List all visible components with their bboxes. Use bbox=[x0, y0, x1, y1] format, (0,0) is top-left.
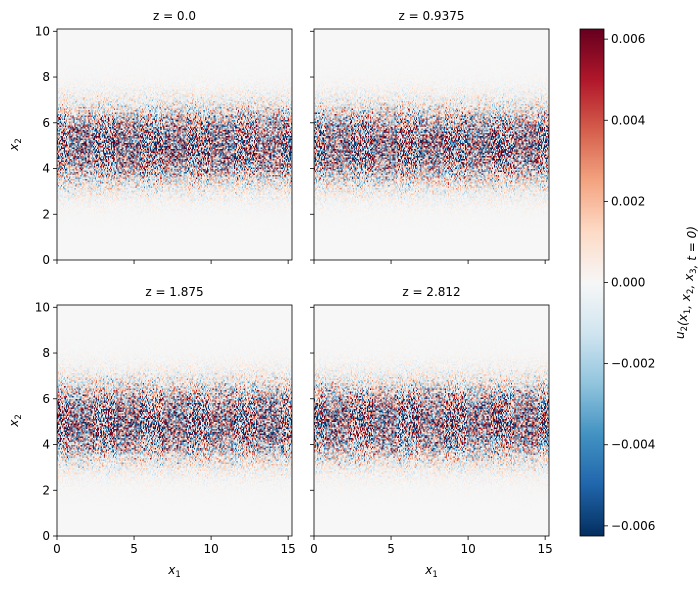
x-tick-label: 5 bbox=[130, 542, 138, 556]
colorbar-tick-label: −0.004 bbox=[611, 438, 655, 452]
heatmap-image bbox=[57, 29, 292, 260]
x-tick-label: 15 bbox=[538, 542, 553, 556]
colorbar-tick-label: 0.002 bbox=[611, 194, 645, 208]
axes-frame bbox=[56, 28, 293, 261]
colorbar-gradient bbox=[580, 29, 604, 536]
y-tick-label: 4 bbox=[42, 162, 50, 176]
colorbar-tick-label: −0.006 bbox=[611, 519, 655, 533]
colorbar-label: u2(x1, x2, x3, t = 0) bbox=[673, 226, 698, 339]
y-tick-label: 6 bbox=[42, 392, 50, 406]
y-tick-label: 4 bbox=[42, 438, 50, 452]
y-tick-label: 6 bbox=[42, 116, 50, 130]
subplot-4: z = 2.812 0 5 10 15 x1 bbox=[310, 285, 553, 580]
colorbar-tick-label: 0.000 bbox=[611, 276, 645, 290]
x-axis-label: x1 bbox=[424, 563, 438, 580]
axes-frame bbox=[313, 304, 550, 537]
y-tick-label: 8 bbox=[42, 346, 50, 360]
heatmap-image bbox=[57, 305, 292, 536]
x-tick-label: 0 bbox=[310, 542, 318, 556]
x-tick-label: 15 bbox=[281, 542, 296, 556]
axes-frame bbox=[313, 28, 550, 261]
colorbar-tick-label: 0.004 bbox=[611, 113, 645, 127]
y-tick-label: 10 bbox=[35, 300, 50, 314]
y-tick-label: 2 bbox=[42, 483, 50, 497]
subplot-title: z = 1.875 bbox=[145, 285, 203, 299]
y-tick-label: 10 bbox=[35, 24, 50, 38]
axes-frame bbox=[56, 304, 293, 537]
y-axis-label: x2 bbox=[7, 138, 24, 152]
colorbar-tick-label: −0.002 bbox=[611, 357, 655, 371]
subplot-title: z = 0.9375 bbox=[399, 9, 465, 23]
heatmap-image bbox=[314, 29, 549, 260]
colorbar: −0.006 −0.004 −0.002 0.000 0.002 0.004 0.006 u2… bbox=[579, 28, 698, 537]
x-tick-label: 10 bbox=[460, 542, 475, 556]
x-axis-label: x1 bbox=[167, 563, 181, 580]
subplot-title: z = 0.0 bbox=[153, 9, 196, 23]
y-axis-label: x2 bbox=[7, 414, 24, 428]
y-tick-label: 8 bbox=[42, 70, 50, 84]
colorbar-tick-label: 0.006 bbox=[611, 32, 645, 46]
y-tick-label: 0 bbox=[42, 529, 50, 543]
subplot-1: z = 0.0 0 2 4 6 8 10 x2 bbox=[7, 9, 293, 267]
x-tick-label: 0 bbox=[53, 542, 61, 556]
subplot-2: z = 0.9375 bbox=[310, 9, 550, 264]
subplot-title: z = 2.812 bbox=[402, 285, 460, 299]
subplot-3: z = 1.875 0 5 10 15 0 2 4 6 8 10 x1 x2 bbox=[7, 285, 296, 580]
heatmap-image bbox=[314, 305, 549, 536]
y-tick-label: 0 bbox=[42, 253, 50, 267]
y-tick-label: 2 bbox=[42, 207, 50, 221]
x-tick-label: 5 bbox=[387, 542, 395, 556]
x-tick-label: 10 bbox=[203, 542, 218, 556]
